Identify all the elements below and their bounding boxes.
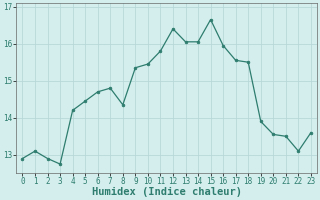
X-axis label: Humidex (Indice chaleur): Humidex (Indice chaleur): [92, 187, 242, 197]
